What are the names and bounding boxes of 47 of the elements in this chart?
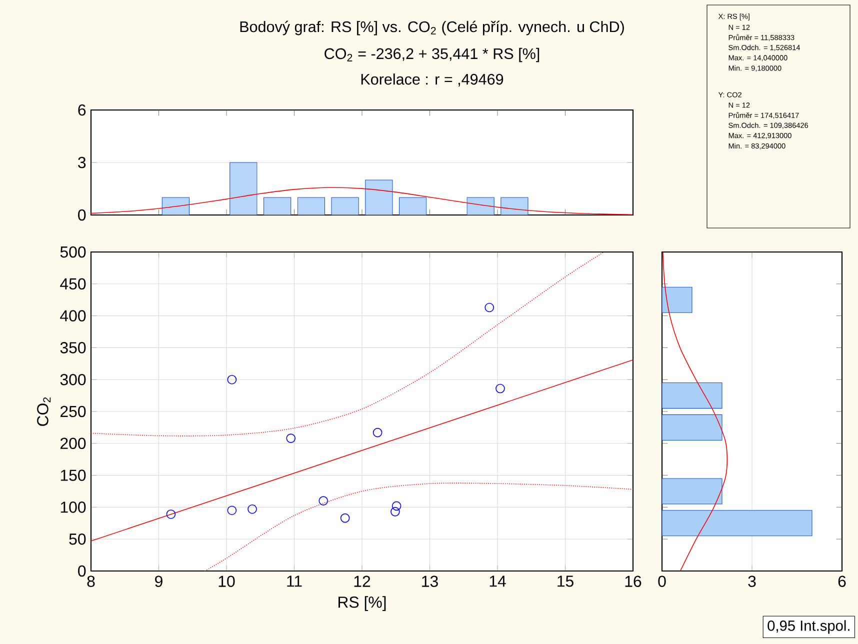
point bbox=[248, 504, 257, 514]
point bbox=[484, 302, 494, 312]
point bbox=[166, 510, 176, 519]
x-tick-label: 16 bbox=[625, 576, 642, 587]
chart-subtitle: CO$_{2}$ = -236,2 + 35,441 * RS [%] bbox=[324, 48, 540, 62]
line-series bbox=[91, 252, 604, 436]
y-tick-label: 150 bbox=[60, 470, 86, 481]
x-tick-label: 3 bbox=[748, 576, 756, 587]
text: 0,95 Int.spol. bbox=[768, 620, 850, 634]
x-tick-label: 12 bbox=[354, 576, 370, 587]
point bbox=[390, 507, 400, 516]
x-tick-label: 0 bbox=[658, 576, 666, 587]
x-tick-label: 9 bbox=[155, 576, 162, 587]
y-tick-label: 450 bbox=[60, 278, 86, 290]
y-axis-title: CO$_{2}$ bbox=[37, 397, 51, 426]
y-tick-label: 0 bbox=[78, 565, 86, 577]
y-tick-label: 3 bbox=[78, 156, 86, 168]
point bbox=[372, 428, 382, 438]
chart-title: Bodový graf: RS [%] vs. CO$_{2}$ (Celé příp. vynech. u ChD) bbox=[240, 20, 624, 36]
x-tick-label: 10 bbox=[218, 576, 235, 587]
point bbox=[227, 506, 237, 516]
point bbox=[318, 496, 328, 506]
x-axis-title: RS [%] bbox=[338, 596, 386, 611]
point bbox=[340, 513, 350, 523]
y-tick-label: 100 bbox=[60, 502, 86, 513]
y-tick-label: 300 bbox=[60, 374, 86, 386]
x-tick-label: 6 bbox=[838, 576, 846, 587]
y-tick-label: 350 bbox=[60, 342, 86, 354]
point bbox=[392, 501, 402, 511]
y-tick-label: 250 bbox=[60, 406, 86, 418]
x-tick-label: 15 bbox=[558, 576, 574, 587]
point bbox=[227, 374, 237, 384]
y-tick-label: 0 bbox=[78, 209, 86, 221]
y-tick-label: 6 bbox=[78, 104, 86, 116]
y-tick-label: 50 bbox=[69, 533, 86, 545]
y-tick-label: 400 bbox=[60, 310, 86, 322]
x-tick-label: 11 bbox=[287, 576, 302, 587]
line-series bbox=[204, 482, 633, 571]
x-tick-label: 14 bbox=[490, 576, 506, 587]
text: Korelace : r = ,49469 bbox=[361, 73, 504, 87]
x-tick-label: 8 bbox=[87, 576, 95, 587]
line-series bbox=[91, 187, 633, 215]
x-tick-label: 13 bbox=[422, 576, 438, 587]
y-tick-label: 500 bbox=[60, 246, 86, 258]
y-tick-label: 200 bbox=[60, 438, 86, 450]
point bbox=[496, 384, 505, 394]
point bbox=[286, 434, 296, 443]
